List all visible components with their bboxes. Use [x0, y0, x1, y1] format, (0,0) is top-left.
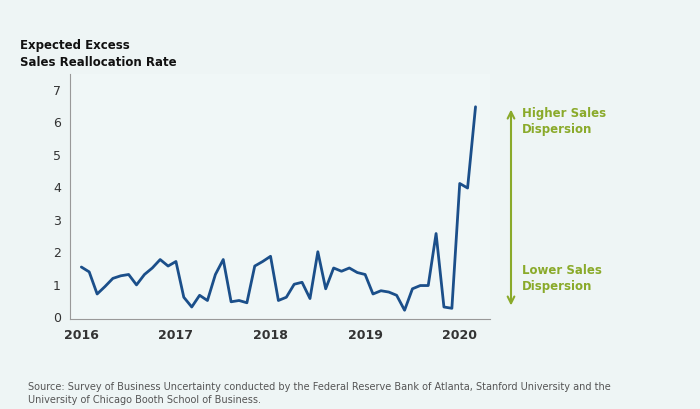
Text: Expected Excess
Sales Reallocation Rate: Expected Excess Sales Reallocation Rate [20, 39, 176, 69]
Text: Higher Sales
Dispersion: Higher Sales Dispersion [522, 107, 606, 136]
Text: Source: Survey of Business Uncertainty conducted by the Federal Reserve Bank of : Source: Survey of Business Uncertainty c… [28, 382, 610, 405]
Text: Lower Sales
Dispersion: Lower Sales Dispersion [522, 264, 601, 293]
